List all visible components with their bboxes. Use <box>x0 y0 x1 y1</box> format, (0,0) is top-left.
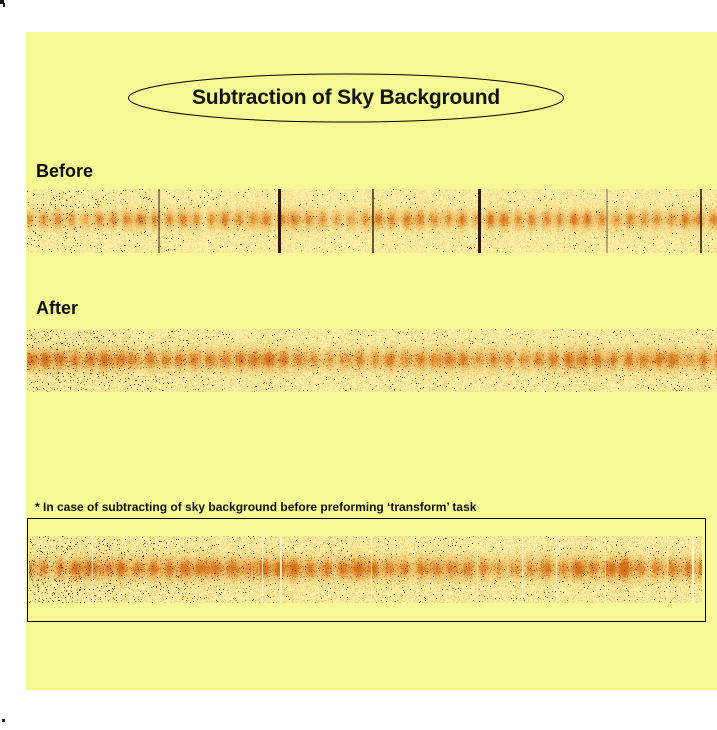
before-spectrum-image <box>27 189 717 253</box>
page-crop-mark-bottom <box>2 719 5 722</box>
transform-result-box <box>27 518 706 622</box>
footnote-text: * In case of subtracting of sky backgrou… <box>35 500 477 514</box>
page-crop-mark-top-2 <box>3 3 5 7</box>
title-callout: Subtraction of Sky Background <box>127 73 565 123</box>
page-title: Subtraction of Sky Background <box>191 86 501 109</box>
after-label: After <box>36 298 79 318</box>
title-ellipse <box>128 73 564 123</box>
slide-background: Subtraction of Sky Background Before Aft… <box>26 32 717 690</box>
page-crop-mark-top <box>0 0 4 4</box>
transform-spectrum-image <box>29 536 702 603</box>
before-label: Before <box>36 161 94 181</box>
after-spectrum-image <box>27 329 717 392</box>
